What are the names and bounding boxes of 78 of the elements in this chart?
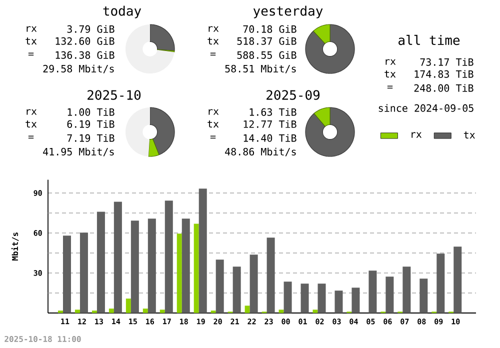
bar [114, 202, 122, 313]
text: 29.58 Mbit/s [43, 64, 114, 74]
text: tx [26, 120, 37, 128]
bar [142, 308, 148, 313]
text: 73.17 TiB [420, 58, 474, 66]
text: tx [26, 37, 37, 45]
bar [318, 284, 326, 313]
chart-title: today [103, 6, 142, 18]
bar [130, 220, 139, 313]
text: tx [208, 120, 219, 128]
text: rx [208, 109, 219, 115]
bar [284, 282, 292, 313]
bar [386, 276, 394, 313]
text: tx [384, 70, 396, 78]
bar [300, 284, 309, 313]
bar [232, 266, 241, 313]
text: 7.19 TiB [67, 134, 114, 142]
bar [402, 266, 411, 313]
bar [194, 224, 199, 313]
bar [278, 310, 284, 313]
text: = [387, 86, 393, 89]
text: 248.00 TiB [414, 84, 474, 92]
chart-title: 2025-10 [88, 90, 141, 100]
bar [108, 308, 114, 313]
text: 588.55 GiB [237, 51, 296, 59]
text: 58.51 Mbit/s [225, 64, 296, 74]
text: rx [208, 26, 219, 32]
bar [244, 306, 250, 313]
text: 12.77 TiB [244, 120, 296, 128]
text: = [28, 52, 34, 56]
bar [250, 254, 258, 313]
text: 174.83 TiB [414, 70, 474, 78]
bar [160, 310, 165, 313]
text: rx [26, 26, 37, 32]
bar [164, 200, 173, 313]
legend-label: rx [412, 132, 422, 138]
bar [334, 290, 343, 313]
bar [80, 232, 88, 313]
chart-title: 2025-09 [266, 90, 320, 100]
bar [420, 278, 428, 313]
bar [266, 238, 275, 313]
text: 1.00 TiB [68, 108, 114, 116]
text: 70.18 GiB [243, 25, 296, 33]
text: = [210, 52, 216, 56]
bar [216, 260, 224, 313]
bar [74, 310, 80, 313]
legend-label: tx [464, 131, 475, 138]
bar [454, 246, 462, 313]
text: 48.86 Mbit/s [225, 148, 296, 156]
text: 1.63 TiB [250, 108, 296, 116]
bar [62, 236, 71, 313]
bar [368, 270, 377, 313]
bar [352, 288, 360, 313]
text: rx [26, 109, 37, 115]
text: since 2024-09-05 [378, 104, 474, 112]
text: tx [208, 37, 219, 45]
text: 14.40 TiB [244, 134, 296, 142]
text: 132.60 GiB [56, 37, 114, 45]
bar [176, 234, 182, 313]
bar [126, 298, 131, 313]
text: all time [398, 34, 460, 46]
text: = [210, 136, 216, 139]
bar [198, 188, 207, 313]
text: 6.19 TiB [67, 120, 114, 128]
text: = [28, 136, 34, 139]
text: 2025-10-18 11:00 [4, 336, 81, 342]
y-axis-title: Mbit/s [11, 232, 19, 260]
text: rx [386, 59, 396, 65]
text: 136.38 GiB [56, 51, 114, 59]
chart-title: yesterday [253, 6, 323, 18]
bar [436, 254, 445, 313]
text: 3.79 GiB [67, 25, 114, 33]
bar [148, 218, 156, 313]
bar [312, 310, 318, 313]
text: 41.95 Mbit/s [43, 148, 114, 156]
text: 518.37 GiB [237, 37, 296, 45]
bar [182, 218, 190, 313]
bar [96, 212, 105, 313]
